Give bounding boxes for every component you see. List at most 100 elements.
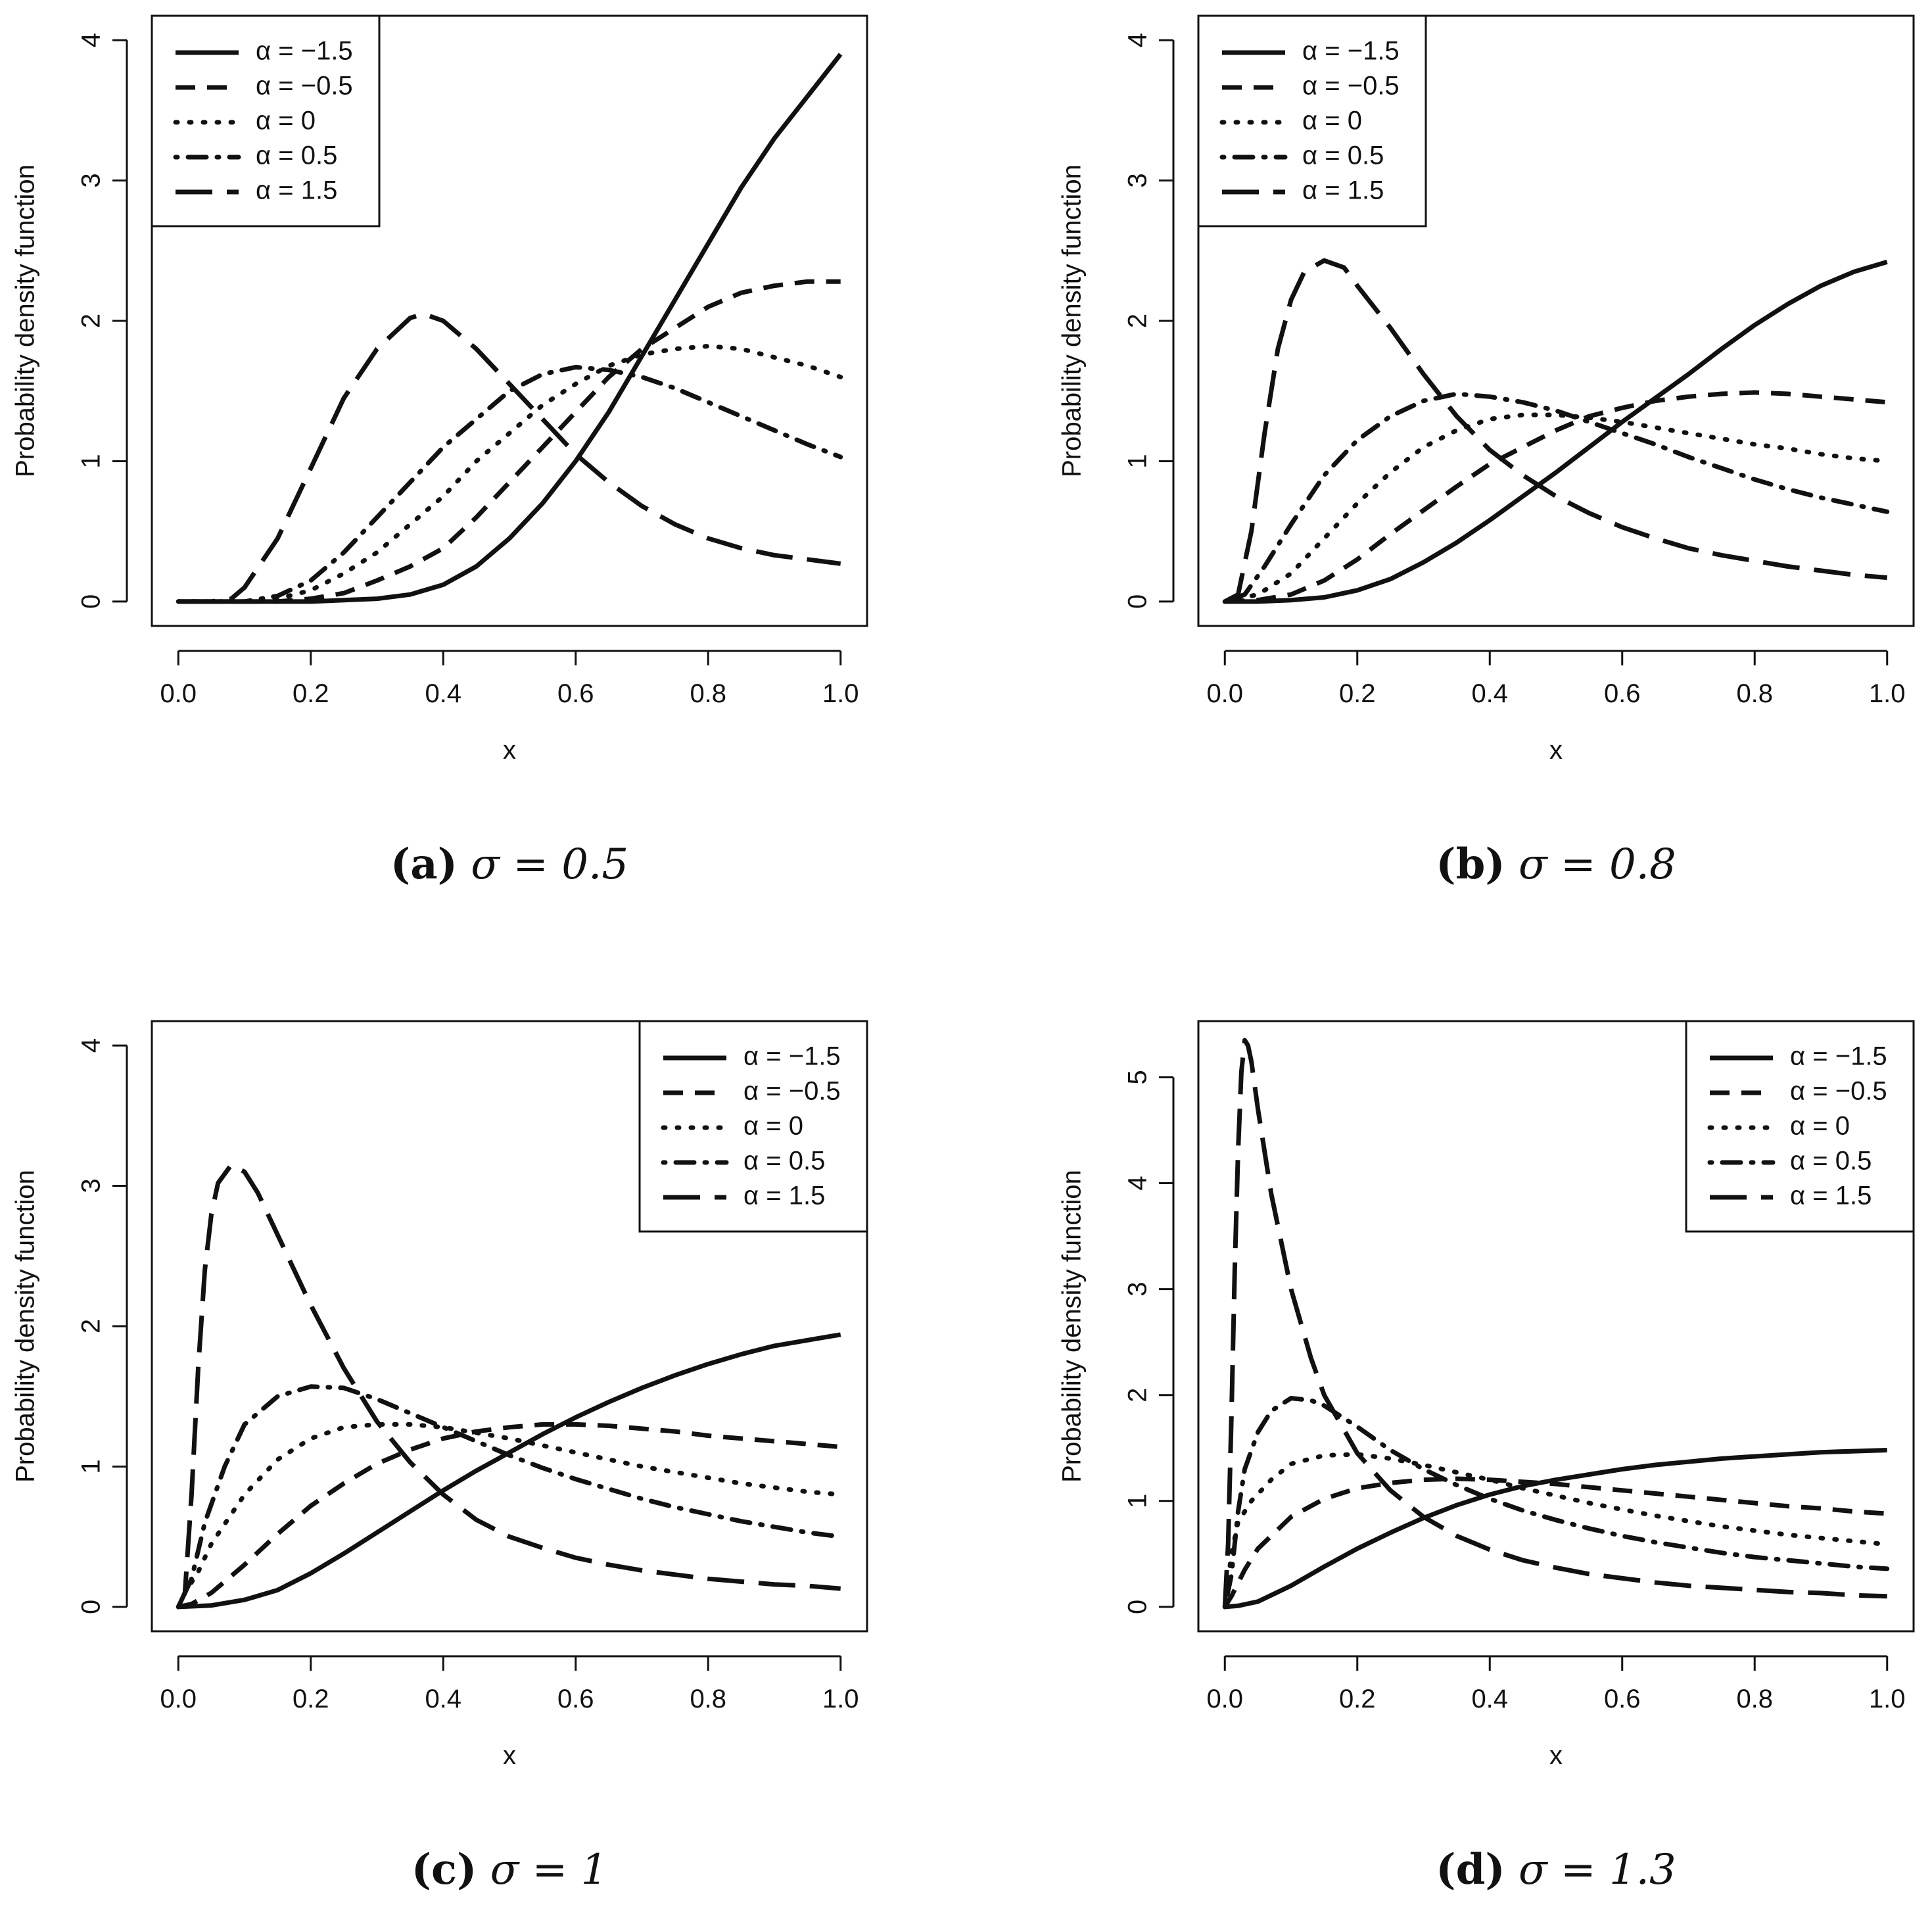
legend-label: α = 1.5 bbox=[256, 176, 337, 205]
legend-label: α = 1.5 bbox=[1790, 1182, 1872, 1210]
caption-equation: σ = 1 bbox=[477, 1846, 608, 1894]
series-line-longdash bbox=[176, 1162, 841, 1608]
y-axis-label: Probability density function bbox=[1058, 164, 1087, 477]
series-line-dashdot bbox=[176, 364, 843, 604]
x-axis-label: x bbox=[1549, 736, 1563, 765]
legend-label: α = 1.5 bbox=[743, 1182, 825, 1210]
legend: α = −1.5 α = −0.5 α = 0 α = 0.5 α = 1.5 bbox=[1197, 14, 1427, 227]
x-tick-label: 0.4 bbox=[1471, 1685, 1508, 1713]
y-tick-label: 2 bbox=[1123, 314, 1152, 328]
y-tick-label: 2 bbox=[77, 314, 106, 328]
legend-label: α = 0.5 bbox=[743, 1147, 825, 1176]
caption-label: (b) bbox=[1436, 840, 1505, 889]
plot-frame bbox=[151, 1020, 868, 1633]
x-tick-label: 0.2 bbox=[293, 1685, 329, 1713]
series-line-dotted bbox=[176, 1422, 843, 1610]
plot-frame bbox=[151, 14, 868, 627]
series-line-dotted bbox=[176, 343, 843, 604]
y-tick-label: 2 bbox=[77, 1319, 106, 1333]
panel-caption: (c) σ = 1 bbox=[49, 1845, 970, 1894]
panel-caption: (b) σ = 0.8 bbox=[1096, 840, 1932, 889]
chart-panel-c: 0.0 0.2 0.4 0.6 0.8 1.0 x 0 1 2 3 4 Probability dens… bbox=[11, 1020, 868, 1770]
series-line-longdash bbox=[178, 311, 841, 604]
caption-equation: σ = 0.8 bbox=[1505, 840, 1676, 889]
y-tick-label: 1 bbox=[77, 1459, 106, 1473]
y-tick-label: 3 bbox=[77, 1178, 106, 1193]
legend-label: α = 0.5 bbox=[256, 141, 337, 170]
legend: α = −1.5 α = −0.5 α = 0 α = 0.5 α = 1.5 bbox=[638, 1020, 868, 1233]
y-tick-label: 0 bbox=[1123, 594, 1152, 609]
series-line-dotted bbox=[1222, 412, 1890, 604]
x-tick-label: 0.4 bbox=[425, 1685, 461, 1713]
legend-label: α = 0.5 bbox=[1790, 1147, 1872, 1176]
x-tick-label: 1.0 bbox=[1869, 1685, 1906, 1713]
legend: α = −1.5 α = −0.5 α = 0 α = 0.5 α = 1.5 bbox=[151, 14, 381, 227]
x-tick-label: 0.8 bbox=[1736, 679, 1773, 708]
series-line-dotted bbox=[1222, 1452, 1890, 1610]
x-tick-label: 0.2 bbox=[1339, 679, 1376, 708]
y-tick-label: 0 bbox=[77, 594, 106, 609]
caption-label: (a) bbox=[390, 840, 458, 889]
x-tick-label: 0.2 bbox=[293, 679, 329, 708]
x-tick-label: 0.4 bbox=[425, 679, 461, 708]
legend-label: α = −0.5 bbox=[743, 1077, 841, 1106]
chart-panel-b: 0.0 0.2 0.4 0.6 0.8 1.0 x 0 1 2 3 4 Probability dens… bbox=[1058, 14, 1915, 765]
caption-label: (c) bbox=[411, 1845, 477, 1894]
y-tick-label: 4 bbox=[77, 1038, 106, 1053]
y-tick-label: 3 bbox=[77, 173, 106, 187]
x-tick-label: 1.0 bbox=[822, 679, 859, 708]
legend-label: α = −1.5 bbox=[1790, 1042, 1887, 1071]
caption-equation: σ = 1.3 bbox=[1505, 1846, 1676, 1894]
legend-label: α = 1.5 bbox=[1302, 176, 1384, 205]
x-tick-label: 0.2 bbox=[1339, 1685, 1376, 1713]
legend-label: α = −0.5 bbox=[256, 72, 353, 101]
series-line-solid bbox=[1225, 1448, 1887, 1610]
y-tick-label: 5 bbox=[1123, 1070, 1152, 1084]
caption-label: (d) bbox=[1436, 1845, 1505, 1894]
series-line-solid bbox=[178, 1332, 841, 1610]
legend-label: α = 0 bbox=[256, 107, 316, 135]
legend-label: α = 0 bbox=[1790, 1112, 1850, 1141]
x-tick-label: 0.8 bbox=[690, 679, 726, 708]
series-line-dashed bbox=[178, 279, 841, 604]
x-tick-label: 0.6 bbox=[557, 679, 594, 708]
x-tick-label: 0.0 bbox=[160, 1685, 197, 1713]
series-line-dashdot bbox=[176, 1384, 843, 1610]
legend: α = −1.5 α = −0.5 α = 0 α = 0.5 α = 1.5 bbox=[1685, 1020, 1915, 1233]
series-line-dashed bbox=[177, 1422, 841, 1610]
chart-panel-d: 0.0 0.2 0.4 0.6 0.8 1.0 x 0 1 2 3 4 5 Probability den… bbox=[1058, 1020, 1915, 1770]
y-tick-label: 4 bbox=[1123, 1176, 1152, 1190]
panel-caption: (d) σ = 1.3 bbox=[1096, 1845, 1932, 1894]
legend-label: α = −0.5 bbox=[1302, 72, 1400, 101]
y-tick-label: 4 bbox=[77, 33, 106, 47]
y-tick-label: 1 bbox=[1123, 1494, 1152, 1508]
series-line-dashed bbox=[1223, 1476, 1887, 1608]
y-tick-label: 2 bbox=[1123, 1388, 1152, 1402]
y-tick-label: 3 bbox=[1123, 1281, 1152, 1296]
x-axis-label: x bbox=[1549, 1741, 1563, 1770]
y-axis-label: Probability density function bbox=[1058, 1170, 1087, 1483]
y-axis-label: Probability density function bbox=[11, 1170, 40, 1483]
panel-caption: (a) σ = 0.5 bbox=[49, 840, 970, 889]
legend-label: α = 0.5 bbox=[1302, 141, 1384, 170]
series-line-dashed bbox=[1225, 390, 1887, 604]
x-tick-label: 0.6 bbox=[1604, 1685, 1641, 1713]
legend-label: α = −1.5 bbox=[743, 1042, 841, 1071]
x-tick-label: 0.0 bbox=[160, 679, 197, 708]
series-line-solid bbox=[1225, 260, 1888, 604]
plot-frame bbox=[1197, 14, 1915, 627]
y-tick-label: 3 bbox=[1123, 173, 1152, 187]
y-tick-label: 1 bbox=[77, 454, 106, 468]
x-tick-label: 0.6 bbox=[1604, 679, 1641, 708]
x-tick-label: 0.0 bbox=[1206, 679, 1243, 708]
x-tick-label: 1.0 bbox=[822, 1685, 859, 1713]
y-axis-label: Probability density function bbox=[11, 164, 40, 477]
caption-equation: σ = 0.5 bbox=[457, 840, 629, 889]
legend-label: α = 0 bbox=[743, 1112, 803, 1141]
y-tick-label: 0 bbox=[1123, 1600, 1152, 1614]
x-tick-label: 1.0 bbox=[1869, 679, 1906, 708]
y-tick-label: 1 bbox=[1123, 454, 1152, 468]
y-tick-label: 0 bbox=[77, 1600, 106, 1614]
